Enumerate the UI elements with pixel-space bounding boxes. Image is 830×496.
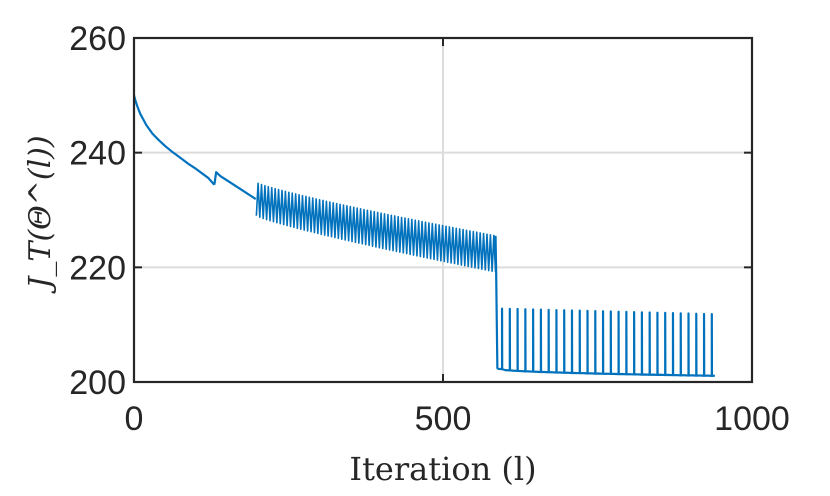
- y-tick-label-2: 240: [69, 135, 126, 173]
- x-tick-label-2: 1000: [714, 400, 790, 438]
- x-tick-label-1: 500: [415, 400, 472, 438]
- y-tick-label-3: 260: [69, 20, 126, 58]
- svg-text:Iteration (l): Iteration (l): [349, 450, 536, 488]
- grid-lines: [134, 38, 752, 382]
- series-layer: [132, 95, 715, 377]
- series-0-segment-3: [494, 235, 499, 369]
- tick-marks: [133, 37, 753, 383]
- y-tick-label-1: 220: [69, 249, 126, 287]
- tick-labels: 0 500 1000 200 220 240 260: [69, 20, 790, 438]
- x-tick-label-0: 0: [125, 400, 144, 438]
- series-0-segment-4: [497, 307, 715, 377]
- svg-text:J_T(Θ^(l)): J_T(Θ^(l)): [23, 135, 58, 294]
- series-0-segment-2: [255, 182, 497, 273]
- series-0-segment-1: [213, 171, 257, 201]
- series-0-segment-0: [132, 95, 216, 186]
- y-axis-label: J_T(Θ^(l)): [23, 135, 58, 294]
- x-axis-label: Iteration (l): [349, 450, 536, 488]
- y-tick-label-0: 200: [69, 364, 126, 402]
